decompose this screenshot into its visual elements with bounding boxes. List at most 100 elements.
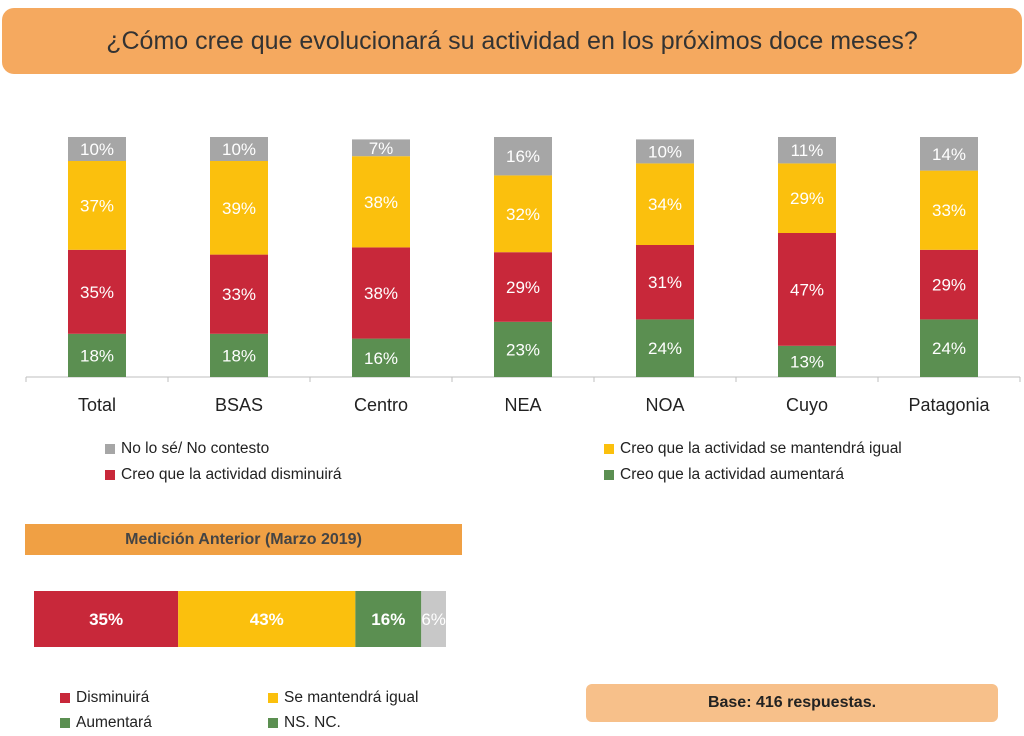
base-box: Base: 416 respuestas. (586, 684, 998, 722)
legend-label: Aumentará (76, 714, 152, 731)
data-label: 38% (364, 284, 398, 303)
data-label: 34% (648, 195, 682, 214)
bar-segment (68, 161, 126, 250)
data-label: 37% (80, 196, 114, 215)
bar-segment (210, 254, 268, 334)
bar-segment (210, 161, 268, 255)
data-label: 10% (648, 142, 682, 161)
category-label: Patagonia (908, 395, 990, 415)
bar-segment (778, 233, 836, 346)
bar-segment (636, 139, 694, 164)
legend-label: Disminuirá (76, 689, 150, 706)
legend-item-aumentara: Creo que la actividad aumentará (604, 466, 844, 484)
bar-segment (494, 321, 552, 377)
data-label: 23% (506, 340, 540, 359)
legend-label: Creo que la actividad se mantendrá igual (620, 440, 902, 457)
data-label: 14% (932, 145, 966, 164)
bar-segment (68, 137, 126, 161)
data-label: 10% (80, 140, 114, 159)
data-label: 7% (369, 139, 394, 158)
title-banner: ¿Cómo cree que evolucionará su actividad… (2, 8, 1022, 74)
data-label: 6% (421, 610, 446, 629)
legend-label: NS. NC. (284, 714, 341, 731)
data-label: 38% (364, 193, 398, 212)
legend-swatch (105, 444, 115, 454)
bar-segment (34, 591, 179, 647)
category-label: NOA (645, 395, 684, 415)
data-label: 47% (790, 280, 824, 299)
data-label: 29% (932, 276, 966, 295)
category-label: Centro (354, 395, 408, 415)
previous-stacked-bar: 35% 43% 16% 6% (34, 591, 446, 647)
data-label: 39% (222, 199, 256, 218)
data-label: 16% (506, 147, 540, 166)
data-label: 35% (80, 283, 114, 302)
legend-item-disminuira: Creo que la actividad disminuirá (105, 466, 342, 484)
bar-segment (352, 156, 410, 248)
legend-label: Se mantendrá igual (284, 689, 419, 706)
category-label: NEA (504, 395, 541, 415)
bar-segment (68, 249, 126, 334)
data-label: 11% (791, 141, 824, 160)
bar-segment (352, 338, 410, 377)
bar-segment (352, 247, 410, 339)
bar-segment (68, 333, 126, 377)
data-label: 24% (932, 339, 966, 358)
bar-segment (352, 139, 410, 157)
legend-item-igual: Creo que la actividad se mantendrá igual (604, 440, 902, 458)
base-text: Base: 416 respuestas. (707, 694, 877, 711)
category-label: Cuyo (786, 395, 828, 415)
bar-segment (210, 333, 268, 377)
bar-segment (636, 319, 694, 377)
bar-segment (636, 163, 694, 245)
bar-segment (920, 137, 978, 171)
data-label: 16% (364, 349, 398, 368)
bar-segment (178, 591, 356, 647)
bar-segment (494, 175, 552, 253)
legend-swatch (60, 693, 70, 703)
data-label: 31% (648, 273, 682, 292)
data-label: 18% (80, 346, 114, 365)
bar-segment (494, 137, 552, 176)
previous-measurement-banner: Medición Anterior (Marzo 2019) (25, 524, 462, 555)
data-label: 24% (648, 339, 682, 358)
bar-segment (778, 345, 836, 377)
bar-segment (778, 163, 836, 233)
data-label: 33% (222, 285, 256, 304)
data-label: 35% (89, 610, 123, 629)
legend-swatch (268, 718, 278, 728)
data-label: 32% (506, 205, 540, 224)
data-label: 18% (222, 346, 256, 365)
legend-item-nosabe: No lo sé/ No contesto (105, 440, 269, 458)
legend-label: Creo que la actividad aumentará (620, 466, 845, 483)
category-label: BSAS (215, 395, 263, 415)
legend-swatch (105, 470, 115, 480)
data-label: 13% (790, 352, 824, 371)
data-label: 43% (250, 610, 284, 629)
bar-segment (421, 591, 446, 647)
data-label: 29% (790, 189, 824, 208)
bar-segment (355, 591, 422, 647)
prev-legend-item-aumentara: Aumentará (60, 714, 152, 732)
bar-segment (636, 245, 694, 320)
bar-segment (920, 170, 978, 250)
legend-label: Creo que la actividad disminuirá (121, 466, 342, 483)
data-label: 29% (506, 278, 540, 297)
data-label: 16% (371, 610, 405, 629)
prev-legend-item-disminuira: Disminuirá (60, 689, 149, 707)
bar-segment (210, 137, 268, 161)
previous-measurement-title: Medición Anterior (Marzo 2019) (125, 530, 362, 548)
bar-segment (778, 137, 836, 164)
bar-segment (920, 249, 978, 320)
legend-swatch (268, 693, 278, 703)
bar-segment (920, 319, 978, 377)
prev-legend-item-nsnc: NS. NC. (268, 714, 341, 732)
legend-label: No lo sé/ No contesto (121, 440, 270, 457)
prev-legend-item-igual: Se mantendrá igual (268, 689, 418, 707)
main-stacked-bar-chart: 18% 35% 37% 10% Total 18% 33% 39% 10% BSAS 16% 38% 3… (25, 137, 1021, 415)
bar-segment (494, 252, 552, 322)
legend-swatch (604, 470, 614, 480)
category-label: Total (78, 395, 116, 415)
page-title: ¿Cómo cree que evolucionará su actividad… (106, 26, 918, 55)
legend-swatch (60, 718, 70, 728)
